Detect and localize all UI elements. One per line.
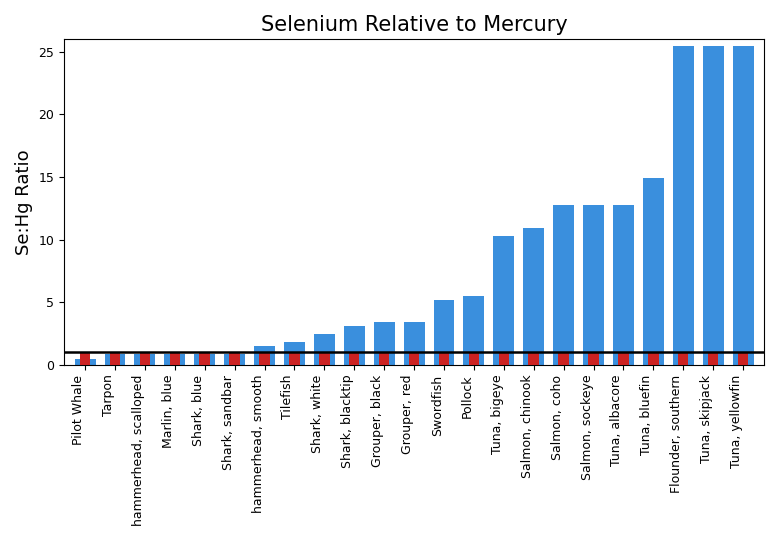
Bar xyxy=(678,352,689,365)
Title: Selenium Relative to Mercury: Selenium Relative to Mercury xyxy=(261,15,567,35)
Bar xyxy=(499,352,509,365)
Bar xyxy=(703,45,724,365)
Bar xyxy=(314,334,335,365)
Bar xyxy=(224,354,245,365)
Bar xyxy=(708,352,718,365)
Bar xyxy=(284,342,305,365)
Bar xyxy=(469,352,479,365)
Bar xyxy=(738,352,749,365)
Bar xyxy=(613,204,634,365)
Bar xyxy=(439,352,449,365)
Bar xyxy=(673,45,694,365)
Bar xyxy=(164,354,185,365)
Bar xyxy=(75,359,96,365)
Bar xyxy=(199,352,210,365)
Y-axis label: Se:Hg Ratio: Se:Hg Ratio xyxy=(15,149,33,255)
Bar xyxy=(319,352,330,365)
Bar xyxy=(194,354,215,365)
Bar xyxy=(80,352,90,365)
Bar xyxy=(104,354,125,365)
Bar xyxy=(139,352,150,365)
Bar xyxy=(170,352,180,365)
Bar xyxy=(349,352,359,365)
Bar xyxy=(374,322,395,365)
Bar xyxy=(379,352,390,365)
Bar xyxy=(559,352,569,365)
Bar xyxy=(229,352,240,365)
Bar xyxy=(643,179,664,365)
Bar xyxy=(464,296,485,365)
Bar xyxy=(254,346,275,365)
Bar xyxy=(135,354,155,365)
Bar xyxy=(528,352,539,365)
Bar xyxy=(404,322,425,365)
Bar xyxy=(409,352,419,365)
Bar xyxy=(619,352,629,365)
Bar xyxy=(583,204,604,365)
Bar xyxy=(110,352,120,365)
Bar xyxy=(344,326,365,365)
Bar xyxy=(259,352,270,365)
Bar xyxy=(648,352,658,365)
Bar xyxy=(553,204,574,365)
Bar xyxy=(588,352,599,365)
Bar xyxy=(434,300,454,365)
Bar xyxy=(493,236,514,365)
Bar xyxy=(523,228,545,365)
Bar xyxy=(732,45,753,365)
Bar xyxy=(289,352,300,365)
